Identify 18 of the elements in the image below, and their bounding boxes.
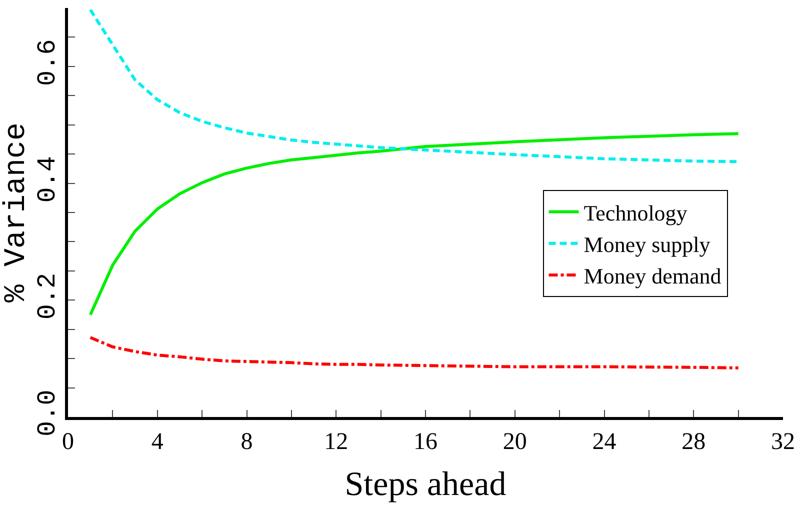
x-tick-label: 0 xyxy=(62,428,74,455)
x-tick-label: 16 xyxy=(414,428,438,455)
y-tick-label: 0.2 xyxy=(32,272,63,320)
x-tick-label: 28 xyxy=(682,428,706,455)
y-tick-label: 0.6 xyxy=(32,39,63,86)
x-tick-label: 12 xyxy=(324,428,348,455)
x-tick-label: 24 xyxy=(592,428,616,455)
y-tick-label: 0.4 xyxy=(32,156,63,203)
x-axis-title: Steps ahead xyxy=(344,466,506,504)
legend-label: Money demand xyxy=(584,264,722,289)
x-tick-label: 8 xyxy=(240,428,253,455)
x-tick-label: 32 xyxy=(771,428,795,455)
x-tick-label: 4 xyxy=(151,428,164,455)
y-tick-label: 0.0 xyxy=(32,390,63,437)
y-axis-title: % Variance xyxy=(0,122,34,303)
legend-label: Technology xyxy=(584,200,688,226)
legend-label: Money supply xyxy=(584,232,710,257)
x-tick-label: 20 xyxy=(502,428,527,455)
